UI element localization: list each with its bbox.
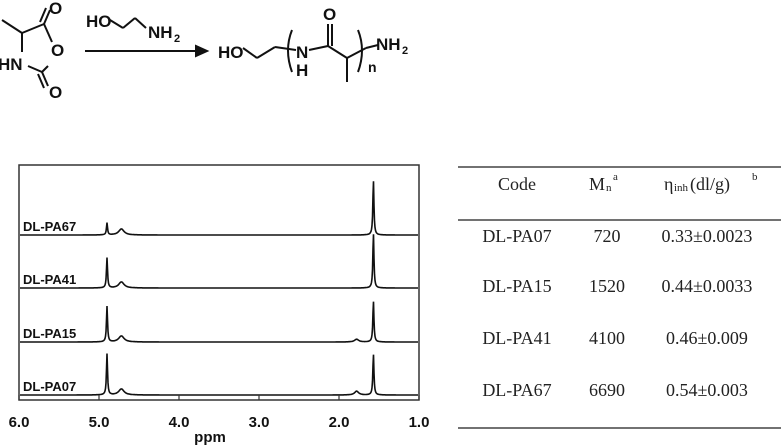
table-row: DL-PA41 4100 0.46±0.009 [482, 328, 748, 348]
header-code: Code [498, 174, 536, 194]
reactant-carbonyl-o2: O [49, 83, 62, 102]
cell-mn: 6690 [589, 380, 625, 400]
spectrum-label: DL-PA15 [23, 326, 76, 341]
product-repeat-n: n [368, 59, 377, 75]
reagent-ho: HO [86, 12, 112, 31]
cell-mn: 4100 [589, 328, 625, 348]
cell-code: DL-PA15 [482, 276, 551, 296]
cell-code: DL-PA07 [482, 226, 551, 246]
reagent-nh-sub: 2 [174, 33, 180, 45]
x-tick-label: 5.0 [89, 414, 110, 431]
cell-eta: 0.46±0.009 [666, 328, 748, 348]
header-mn-label: M [589, 174, 605, 194]
nmr-chart: DL-PA67 DL-PA41 DL-PA15 DL-PA07 6.0 5.0 4.0 3.… [9, 164, 430, 445]
header-mn-sup: a [613, 171, 618, 183]
plot-frame [18, 164, 420, 401]
cell-code: DL-PA67 [482, 380, 551, 400]
cell-eta: 0.33±0.0023 [662, 226, 753, 246]
data-table: Code M n a η inh (dl/g) b DL-PA07 720 0.… [458, 166, 781, 429]
repeat-bracket-right [357, 29, 363, 73]
spectrum-trace-dl-pa07 [20, 353, 418, 396]
cell-code: DL-PA41 [482, 328, 551, 348]
scheme-labels: HN O O O HO NH 2 HO N H O n NH 2 [0, 0, 408, 102]
reactant-ring-o: O [51, 41, 64, 60]
product-ho: HO [218, 43, 244, 62]
table-row: DL-PA67 6690 0.54±0.003 [482, 380, 748, 400]
spectrum-trace-dl-pa15 [20, 301, 418, 343]
cell-eta: 0.44±0.0033 [662, 276, 753, 296]
product-polyamide [242, 24, 379, 82]
reactant-carbonyl-o1: O [49, 0, 62, 18]
x-tick-label: 3.0 [249, 414, 270, 431]
header-mn-sub: n [606, 182, 612, 194]
reagent-ethanolamine [109, 17, 147, 29]
header-eta-label: η [664, 174, 673, 194]
x-tick-label: 1.0 [409, 414, 430, 431]
x-axis-label: ppm [194, 429, 226, 445]
product-carbonyl-o: O [323, 5, 336, 24]
reactant-nca [1, 7, 53, 89]
cell-mn: 1520 [589, 276, 625, 296]
cell-mn: 720 [594, 226, 621, 246]
reactant-nh-label: HN [0, 55, 23, 74]
table-row: DL-PA15 1520 0.44±0.0033 [482, 276, 752, 296]
product-n: N [296, 43, 308, 62]
spectrum-trace-dl-pa67 [20, 181, 418, 236]
x-tick-label: 2.0 [329, 414, 350, 431]
table-row: DL-PA07 720 0.33±0.0023 [482, 226, 752, 246]
repeat-bracket-left [287, 29, 293, 73]
x-tick-label: 6.0 [9, 414, 30, 431]
reagent-nh: NH [148, 23, 173, 42]
product-nh-sub: 2 [402, 45, 408, 57]
product-nh: NH [376, 35, 401, 54]
header-eta-unit: (dl/g) [690, 174, 730, 195]
spectrum-label: DL-PA67 [23, 219, 76, 234]
reaction-scheme [1, 7, 379, 89]
header-mn: M n a [589, 171, 618, 194]
spectrum-trace-dl-pa41 [20, 234, 418, 289]
spectrum-label: DL-PA07 [23, 379, 76, 394]
cell-eta: 0.54±0.003 [666, 380, 748, 400]
x-tick-label: 4.0 [169, 414, 190, 431]
reaction-arrow [85, 44, 210, 58]
spectrum-label: DL-PA41 [23, 272, 76, 287]
header-eta-sub: inh [674, 182, 689, 194]
header-eta: η inh (dl/g) b [664, 171, 758, 195]
header-eta-sup: b [752, 171, 758, 183]
product-h: H [296, 61, 308, 80]
